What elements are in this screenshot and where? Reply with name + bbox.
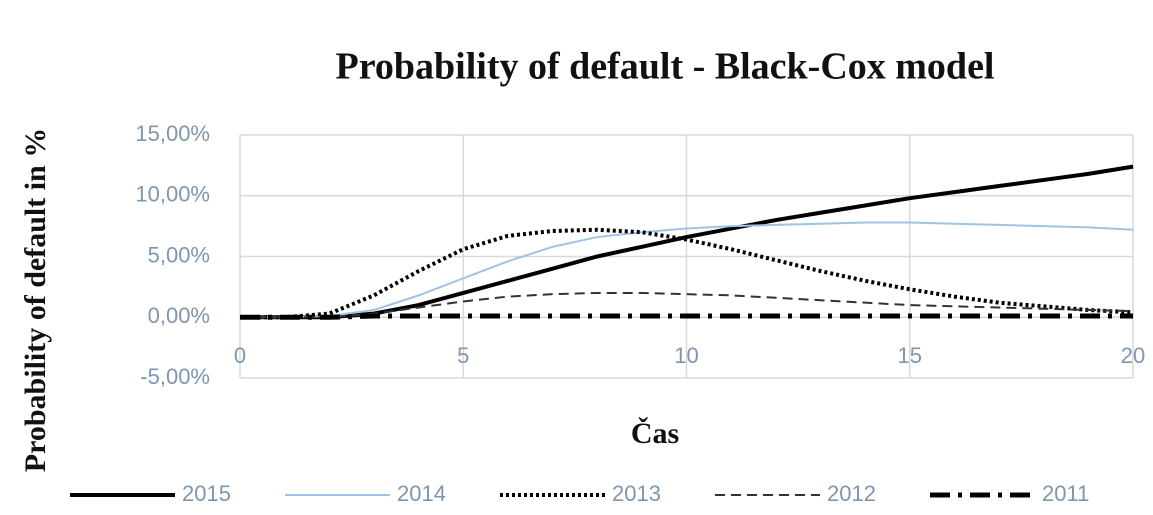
y-axis-label: Probability of default in % [19,128,52,472]
y-tick-label: 10,00% [135,182,210,207]
y-tick-label: 0,00% [148,303,210,328]
legend-label: 2015 [182,481,231,506]
chart-title: Probability of default - Black-Cox model [335,46,994,88]
x-tick-label: 20 [1121,343,1145,368]
series-line [240,227,1134,320]
y-tick-label: 15,00% [135,121,210,146]
legend-label: 2013 [612,481,661,506]
x-tick-label: 5 [457,343,469,368]
x-tick-label: 15 [898,343,922,368]
y-tick-label: -5,00% [140,364,210,389]
x-tick-label: 10 [674,343,698,368]
series-line [240,313,1133,320]
legend-label: 2012 [827,481,876,506]
legend-label: 2014 [397,481,446,506]
series-line [240,221,1134,319]
legend-label: 2011 [1042,481,1089,506]
y-tick-label: 5,00% [148,242,210,267]
x-axis-label: Čas [631,417,679,450]
x-tick-label: 0 [234,343,246,368]
series-line [240,291,1134,319]
